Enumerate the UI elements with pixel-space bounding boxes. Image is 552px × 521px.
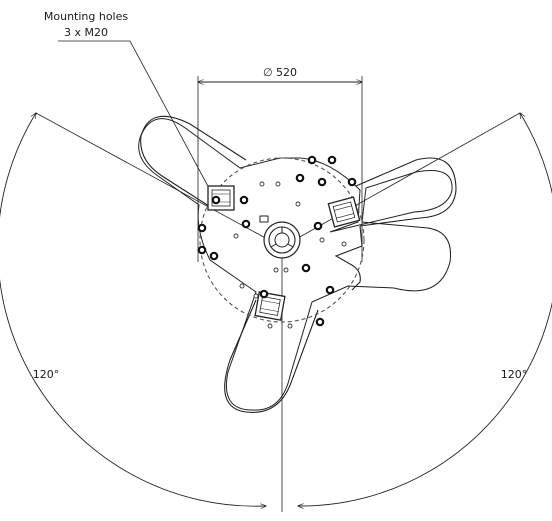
arm-right <box>355 157 457 227</box>
pitch-circle <box>199 157 365 323</box>
arm-right-lower <box>334 225 363 291</box>
angle-label-left: 120° <box>33 368 60 381</box>
arm-outline <box>138 118 453 411</box>
annotation-line-1: Mounting holes <box>44 10 129 23</box>
annotation-leader <box>58 40 211 191</box>
extension-line-left <box>35 112 283 248</box>
angle-label-right: 120° <box>501 368 528 381</box>
arm-top-left <box>140 115 247 209</box>
diameter-label: ∅ 520 <box>263 66 297 79</box>
center-hub-icon <box>259 215 301 259</box>
bolt-hole-icon <box>197 155 357 327</box>
mounting-block-icon <box>254 291 286 321</box>
mounting-block-icon <box>327 196 361 228</box>
angle-arc-left <box>0 113 266 506</box>
annotation-line-2: 3 x M20 <box>64 26 108 39</box>
angle-arc-right <box>298 113 552 506</box>
small-hole <box>233 181 347 329</box>
mounting-block-icon <box>207 185 235 211</box>
arm-bottom <box>224 299 319 413</box>
